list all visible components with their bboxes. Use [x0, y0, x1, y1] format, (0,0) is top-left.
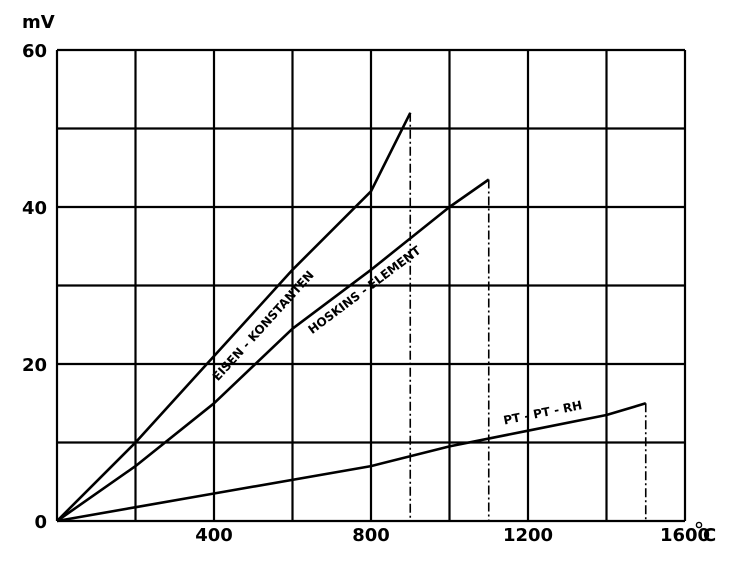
series-label: HOSKINS - ELEMENT — [305, 243, 424, 337]
y-axis-unit: mV — [22, 12, 55, 33]
y-tick-label: 0 — [34, 512, 47, 533]
x-axis-unit: C — [695, 521, 716, 546]
series-line — [56, 178, 490, 523]
x-tick-label: 400 — [195, 525, 233, 546]
end-markers — [409, 112, 647, 521]
tick-labels: 400 800 1200 1600 0 20 40 60 — [22, 41, 710, 546]
y-tick-label: 20 — [22, 355, 47, 376]
x-tick-label: 1600 — [660, 525, 710, 546]
grid-lines — [55, 48, 687, 523]
series-line — [56, 112, 412, 522]
x-tick-label: 1200 — [503, 525, 553, 546]
y-tick-label: 40 — [22, 198, 47, 219]
svg-text:C: C — [703, 525, 716, 546]
series-line — [56, 402, 647, 523]
y-tick-label: 60 — [22, 41, 47, 62]
series-lines — [56, 112, 647, 523]
x-tick-label: 800 — [352, 525, 390, 546]
